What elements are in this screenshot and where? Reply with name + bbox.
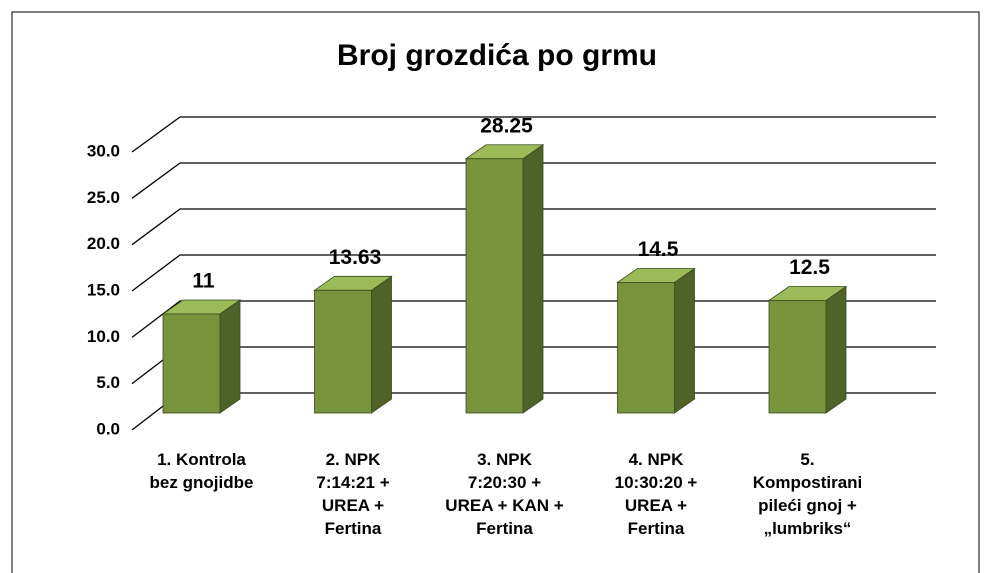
y-tick-label: 20.0: [87, 234, 120, 253]
bar: [465, 158, 524, 414]
grid-line: [131, 116, 936, 153]
y-tick-label: 5.0: [96, 373, 120, 392]
x-tick-label: 4. NPK 10:30:20 + UREA + Fertina: [615, 450, 698, 538]
y-tick-label: 15.0: [87, 280, 120, 299]
bar-side: [219, 299, 241, 414]
bar-side: [522, 143, 544, 414]
grid-line: [131, 254, 936, 292]
y-tick-label: 25.0: [87, 188, 120, 207]
grid-line: [131, 162, 936, 199]
grid-line: [131, 208, 936, 246]
bar-side: [371, 275, 392, 414]
value-label: 13.63: [329, 246, 382, 269]
x-tick-label: 5. Kompostirani pileći gnoj + „lumbriks“: [753, 450, 863, 538]
bar: [314, 289, 372, 414]
value-label: 28.25: [480, 114, 533, 137]
value-label: 11: [192, 270, 215, 293]
bar: [162, 313, 221, 414]
y-tick-label: 30.0: [87, 141, 120, 160]
x-tick-label: 1. Kontrola bez gnojidbe: [150, 450, 254, 492]
x-tick-label: 3. NPK 7:20:30 + UREA + KAN + Fertina: [445, 450, 563, 538]
value-label: 12.5: [789, 256, 830, 279]
bar: [768, 300, 827, 414]
bar: [617, 282, 675, 414]
y-tick-label: 0.0: [96, 419, 120, 438]
x-tick-label: 2. NPK 7:14:21 + UREA + Fertina: [316, 450, 389, 538]
bar-side: [825, 285, 847, 414]
y-tick-label: 10.0: [87, 327, 120, 346]
value-label: 14.5: [638, 238, 679, 261]
bar-side: [674, 267, 695, 414]
chart-title: Broj grozdića po grmu: [337, 39, 657, 72]
